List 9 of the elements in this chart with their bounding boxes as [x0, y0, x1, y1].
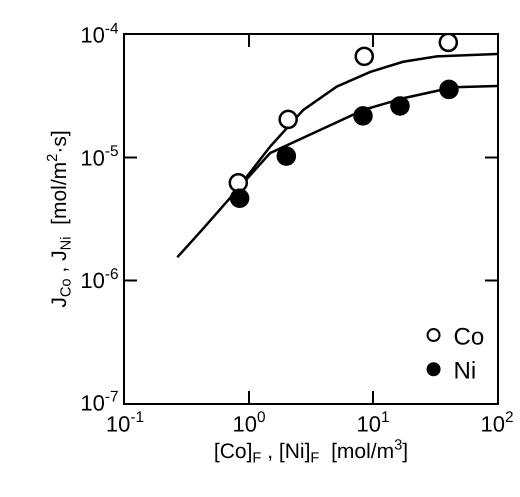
- x-tick-label: 10$^{0}$: [232, 409, 266, 436]
- x-tick-label: 10$^{2}$: [480, 409, 514, 436]
- legend-label: Ni: [454, 358, 476, 385]
- legend-label: Co: [454, 323, 484, 350]
- x-axis-title: [Co]$_{F}$ , [Ni]$_{F}$ [mol/m$^{3}$]: [214, 437, 408, 467]
- y-tick-label: 10$^{-6}$: [80, 266, 119, 294]
- y-tick-label: 10$^{-4}$: [80, 20, 120, 48]
- y-tick-label: 10$^{-5}$: [80, 143, 119, 170]
- x-tick-label: 10$^{1}$: [356, 409, 390, 436]
